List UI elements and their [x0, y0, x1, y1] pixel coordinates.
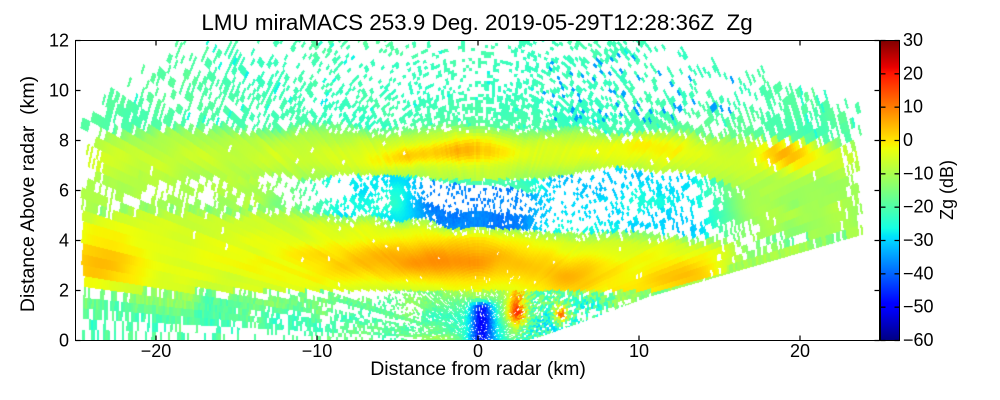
- svg-text:−50: −50: [903, 297, 934, 317]
- svg-text:−60: −60: [903, 330, 934, 350]
- svg-text:−20: −20: [903, 197, 934, 217]
- svg-text:LMU miraMACS 253.9 Deg. 2019-0: LMU miraMACS 253.9 Deg. 2019-05-29T12:28…: [201, 10, 752, 35]
- svg-text:Distance from radar (km): Distance from radar (km): [370, 358, 586, 380]
- svg-text:10: 10: [629, 341, 649, 361]
- svg-text:−20: −20: [141, 341, 172, 361]
- svg-text:30: 30: [903, 30, 923, 50]
- svg-text:−10: −10: [903, 163, 934, 183]
- svg-text:2: 2: [59, 281, 69, 301]
- svg-text:10: 10: [49, 81, 69, 101]
- svg-text:20: 20: [790, 341, 810, 361]
- svg-text:0: 0: [903, 130, 913, 150]
- svg-text:6: 6: [59, 181, 69, 201]
- svg-text:0: 0: [473, 341, 483, 361]
- svg-text:Distance Above radar (km): Distance Above radar (km): [17, 76, 39, 312]
- svg-text:Zg (dB): Zg (dB): [937, 160, 957, 220]
- svg-text:0: 0: [59, 331, 69, 351]
- svg-text:10: 10: [903, 97, 923, 117]
- svg-text:−40: −40: [903, 263, 934, 283]
- svg-text:4: 4: [59, 231, 69, 251]
- svg-text:8: 8: [59, 131, 69, 151]
- svg-text:−30: −30: [903, 230, 934, 250]
- svg-text:12: 12: [49, 31, 69, 51]
- svg-text:20: 20: [903, 63, 923, 83]
- svg-text:−10: −10: [302, 341, 333, 361]
